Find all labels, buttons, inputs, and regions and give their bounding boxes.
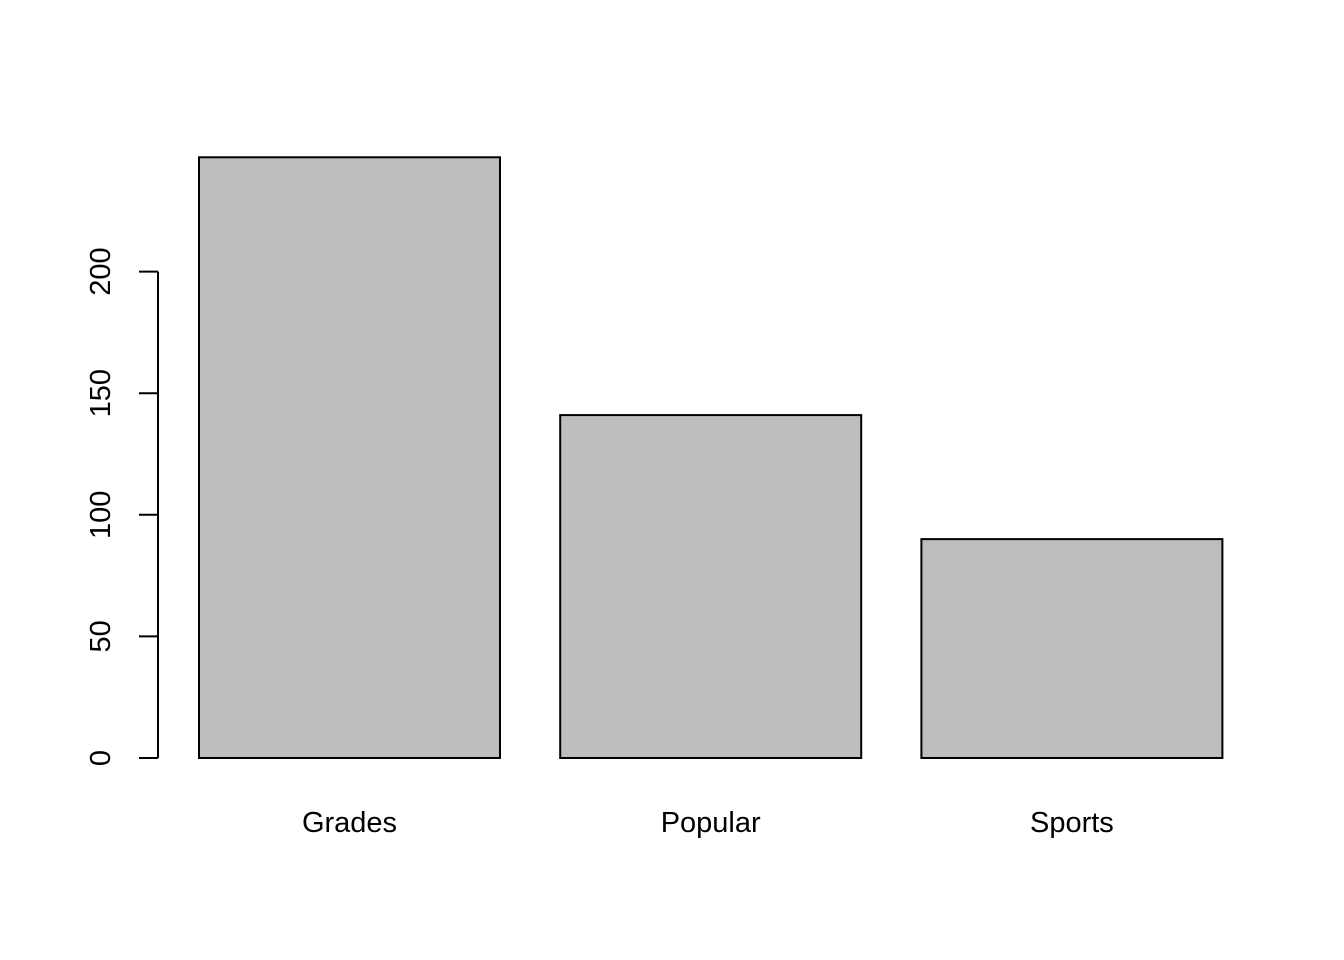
bar-sports bbox=[920, 538, 1224, 759]
y-tick-label: 100 bbox=[85, 491, 117, 539]
y-tick-label: 50 bbox=[85, 620, 117, 652]
x-axis-labels: Grades Popular Sports bbox=[302, 807, 1114, 839]
bars-layer bbox=[198, 156, 1224, 759]
category-label: Sports bbox=[1030, 807, 1114, 839]
y-axis: 0 50 100 150 200 bbox=[85, 247, 159, 766]
bar-popular bbox=[559, 414, 863, 759]
category-label: Popular bbox=[661, 807, 761, 839]
y-tick-label: 0 bbox=[85, 750, 117, 766]
y-tick-label: 200 bbox=[85, 247, 117, 295]
category-label: Grades bbox=[302, 807, 397, 839]
y-tick-label: 150 bbox=[85, 369, 117, 417]
bar-grades bbox=[198, 156, 501, 759]
